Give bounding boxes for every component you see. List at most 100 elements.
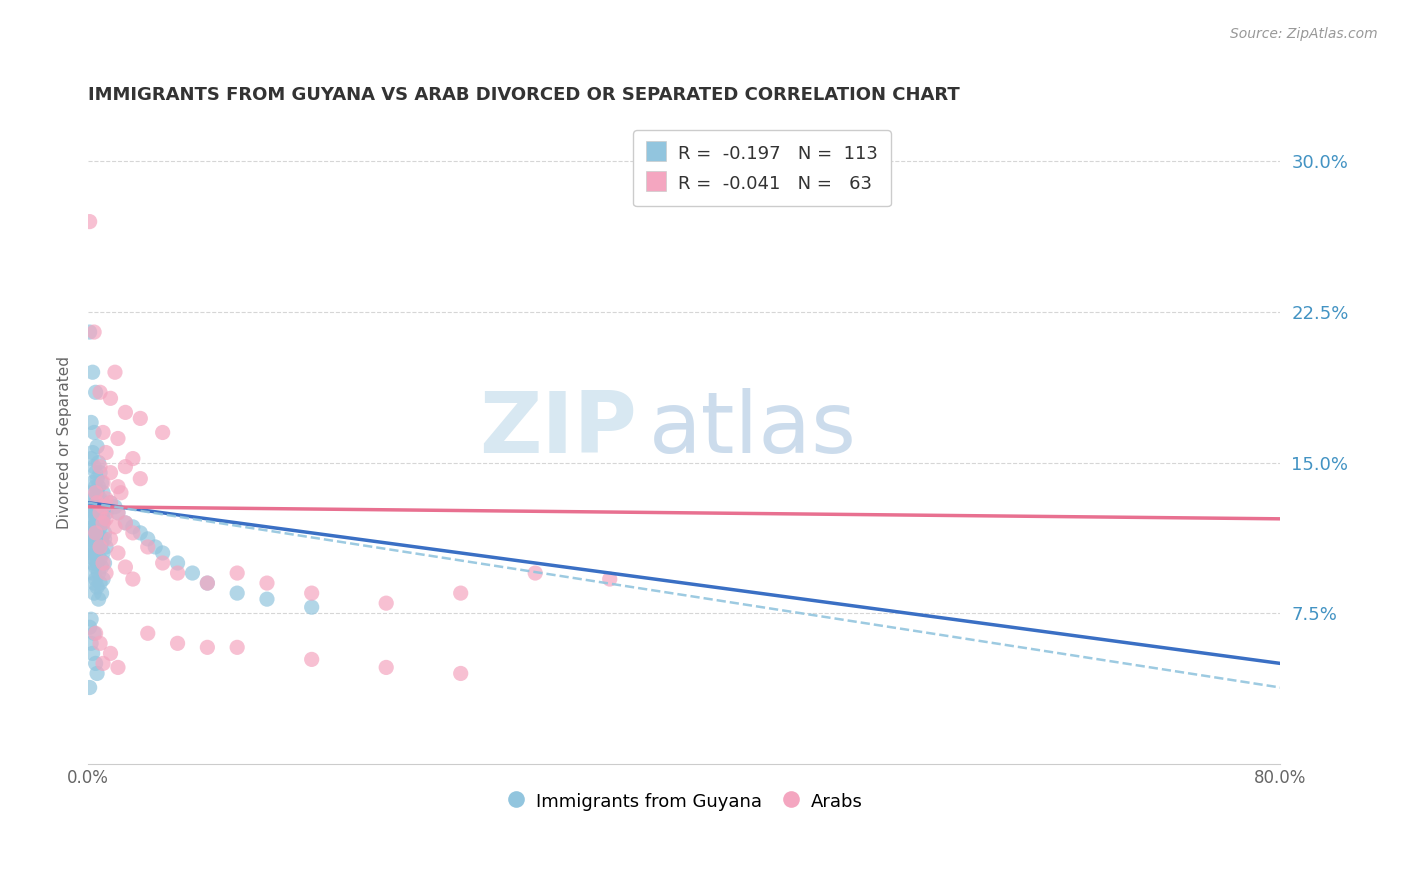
- Point: [114, 516, 136, 530]
- Point: [599, 572, 621, 586]
- Point: [82, 520, 104, 534]
- Point: [83, 506, 105, 520]
- Point: [87, 456, 110, 470]
- Point: [83, 586, 105, 600]
- Point: [152, 556, 174, 570]
- Point: [90, 560, 112, 574]
- Point: [80, 416, 103, 430]
- Point: [91, 475, 114, 490]
- Point: [84, 520, 107, 534]
- Point: [91, 485, 114, 500]
- Point: [89, 385, 111, 400]
- Point: [86, 485, 108, 500]
- Point: [91, 425, 114, 440]
- Point: [83, 459, 105, 474]
- Point: [121, 572, 143, 586]
- Point: [84, 480, 107, 494]
- Point: [94, 506, 117, 520]
- Point: [136, 532, 159, 546]
- Point: [91, 496, 114, 510]
- Point: [83, 425, 105, 440]
- Point: [450, 586, 472, 600]
- Point: [87, 536, 110, 550]
- Point: [226, 566, 249, 580]
- Point: [143, 540, 166, 554]
- Point: [84, 560, 107, 574]
- Point: [195, 576, 218, 591]
- Point: [93, 556, 115, 570]
- Point: [107, 506, 129, 520]
- Point: [84, 466, 107, 480]
- Point: [89, 466, 111, 480]
- Point: [84, 525, 107, 540]
- Point: [79, 620, 101, 634]
- Point: [89, 512, 111, 526]
- Point: [84, 657, 107, 671]
- Point: [91, 546, 114, 560]
- Point: [89, 500, 111, 514]
- Point: [82, 566, 104, 580]
- Point: [195, 576, 218, 591]
- Point: [80, 525, 103, 540]
- Point: [83, 626, 105, 640]
- Text: ZIP: ZIP: [479, 388, 637, 471]
- Point: [94, 500, 117, 514]
- Point: [87, 566, 110, 580]
- Point: [82, 556, 104, 570]
- Point: [89, 491, 111, 506]
- Point: [91, 516, 114, 530]
- Point: [80, 546, 103, 560]
- Point: [166, 566, 188, 580]
- Point: [89, 520, 111, 534]
- Point: [79, 681, 101, 695]
- Point: [87, 540, 110, 554]
- Point: [114, 560, 136, 574]
- Point: [91, 516, 114, 530]
- Point: [152, 546, 174, 560]
- Point: [86, 666, 108, 681]
- Point: [90, 536, 112, 550]
- Point: [84, 385, 107, 400]
- Point: [84, 572, 107, 586]
- Point: [79, 325, 101, 339]
- Point: [83, 552, 105, 566]
- Y-axis label: Divorced or Separated: Divorced or Separated: [58, 356, 72, 529]
- Point: [87, 480, 110, 494]
- Point: [82, 646, 104, 660]
- Point: [100, 496, 122, 510]
- Point: [195, 640, 218, 655]
- Point: [80, 612, 103, 626]
- Point: [110, 485, 132, 500]
- Point: [89, 506, 111, 520]
- Point: [107, 660, 129, 674]
- Point: [226, 586, 249, 600]
- Point: [91, 657, 114, 671]
- Point: [181, 566, 204, 580]
- Point: [83, 546, 105, 560]
- Point: [84, 485, 107, 500]
- Point: [107, 546, 129, 560]
- Point: [80, 532, 103, 546]
- Point: [94, 566, 117, 580]
- Point: [90, 532, 112, 546]
- Point: [80, 506, 103, 520]
- Point: [87, 592, 110, 607]
- Point: [80, 636, 103, 650]
- Point: [100, 496, 122, 510]
- Point: [83, 525, 105, 540]
- Point: [107, 480, 129, 494]
- Point: [226, 640, 249, 655]
- Point: [91, 506, 114, 520]
- Point: [86, 580, 108, 594]
- Point: [129, 472, 152, 486]
- Point: [80, 451, 103, 466]
- Point: [90, 586, 112, 600]
- Text: Source: ZipAtlas.com: Source: ZipAtlas.com: [1230, 27, 1378, 41]
- Point: [93, 525, 115, 540]
- Point: [82, 500, 104, 514]
- Point: [86, 472, 108, 486]
- Point: [84, 546, 107, 560]
- Point: [89, 576, 111, 591]
- Point: [94, 491, 117, 506]
- Point: [450, 666, 472, 681]
